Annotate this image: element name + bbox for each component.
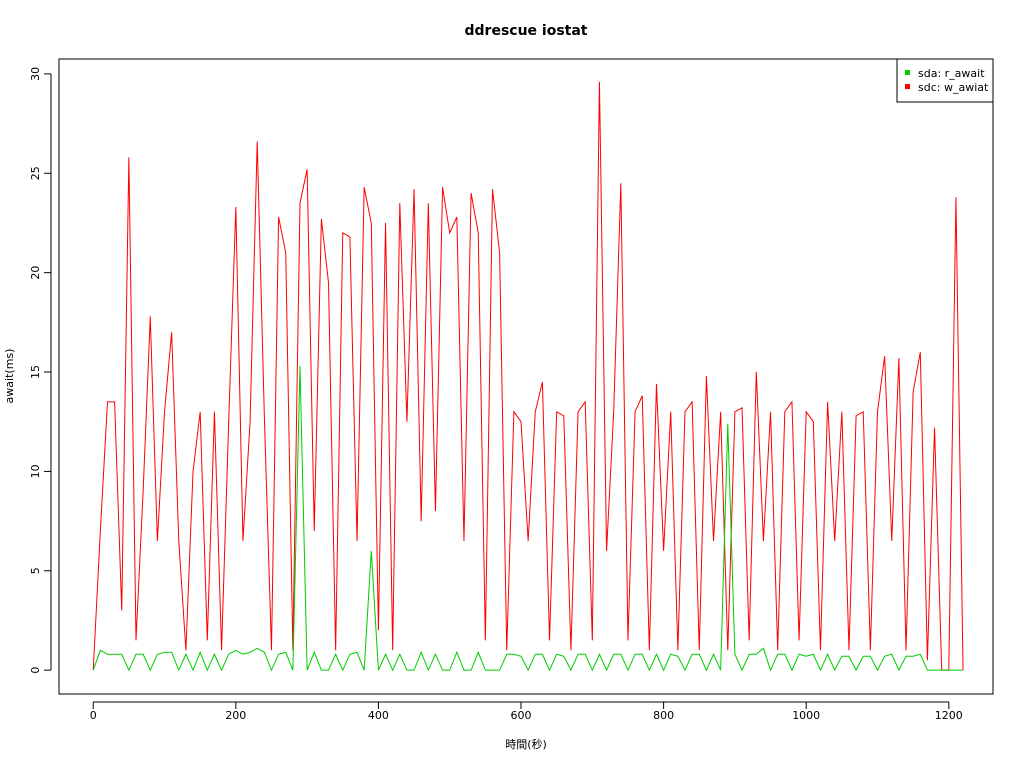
legend-label: sdc: w_awiat bbox=[918, 81, 989, 94]
y-tick-label: 15 bbox=[29, 365, 42, 379]
y-tick-label: 30 bbox=[29, 67, 42, 81]
x-tick-label: 0 bbox=[90, 709, 97, 722]
y-tick-label: 10 bbox=[29, 464, 42, 478]
x-tick-label: 1200 bbox=[935, 709, 963, 722]
y-tick-label: 0 bbox=[29, 667, 42, 674]
x-axis-label: 時間(秒) bbox=[505, 737, 547, 751]
data-line bbox=[92, 81, 964, 671]
x-tick-label: 1000 bbox=[792, 709, 820, 722]
y-tick-label: 25 bbox=[29, 166, 42, 180]
legend-swatch bbox=[905, 70, 910, 75]
y-tick-label: 5 bbox=[29, 567, 42, 574]
legend-box bbox=[896, 58, 994, 103]
chart-title: ddrescue iostat bbox=[465, 23, 588, 39]
y-axis-label: await(ms) bbox=[3, 349, 16, 404]
data-line bbox=[92, 366, 964, 672]
x-tick-label: 400 bbox=[368, 709, 389, 722]
x-tick-label: 600 bbox=[511, 709, 532, 722]
y-tick-label: 20 bbox=[29, 266, 42, 280]
legend-swatch bbox=[905, 84, 910, 89]
x-tick-label: 800 bbox=[653, 709, 674, 722]
plot-frame bbox=[58, 58, 994, 695]
legend-label: sda: r_await bbox=[918, 67, 985, 80]
x-tick-label: 200 bbox=[225, 709, 246, 722]
